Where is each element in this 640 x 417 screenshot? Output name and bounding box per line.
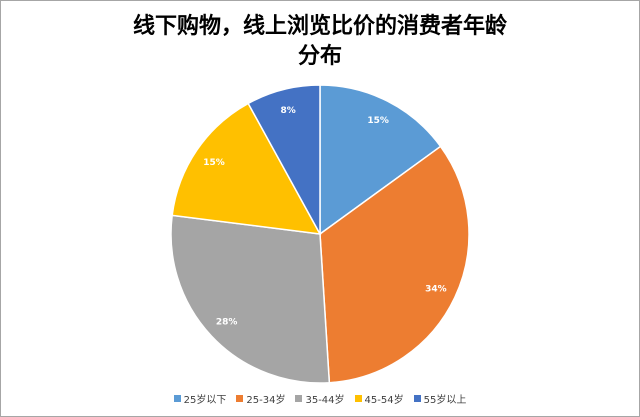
pie-slice-5 xyxy=(247,84,321,235)
chart-title: 线下购物，线上浏览比价的消费者年龄 分布 xyxy=(0,12,640,72)
legend-swatch-4 xyxy=(354,395,362,402)
data-label-5: 8% xyxy=(280,106,295,116)
legend-label-2: 25-34岁 xyxy=(246,395,286,406)
chart-title-line-2: 分布 xyxy=(297,44,342,69)
pie-slice-2 xyxy=(319,145,470,384)
pie-slice-1 xyxy=(319,84,442,236)
legend-item-1: 25岁以下 xyxy=(173,391,227,406)
chart-title-line-1: 线下购物，线上浏览比价的消费者年龄 xyxy=(132,14,507,39)
legend-swatch-3 xyxy=(295,395,303,402)
data-label-4: 15% xyxy=(203,158,225,168)
legend-swatch-1 xyxy=(173,395,181,402)
pie-slice-3 xyxy=(170,214,331,384)
legend-item-2: 25-34岁 xyxy=(236,391,285,406)
legend-label-1: 25岁以下 xyxy=(183,395,227,406)
data-label-2: 34% xyxy=(425,285,447,295)
pie-slice-4 xyxy=(171,102,322,235)
legend-item-4: 45-54岁 xyxy=(354,391,404,406)
legend-label-3: 35-44岁 xyxy=(305,395,345,406)
legend-label-4: 45-54岁 xyxy=(364,395,404,406)
legend-item-5: 55岁以上 xyxy=(413,391,467,406)
data-label-1: 15% xyxy=(367,116,389,126)
legend: 25岁以下 25-34岁 35-44岁 45-54岁 55岁以上 xyxy=(0,391,640,406)
legend-swatch-2 xyxy=(236,395,244,402)
legend-label-5: 55岁以上 xyxy=(423,395,467,406)
data-label-3: 28% xyxy=(216,318,238,328)
legend-swatch-5 xyxy=(413,395,421,402)
legend-item-3: 35-44岁 xyxy=(295,391,345,406)
